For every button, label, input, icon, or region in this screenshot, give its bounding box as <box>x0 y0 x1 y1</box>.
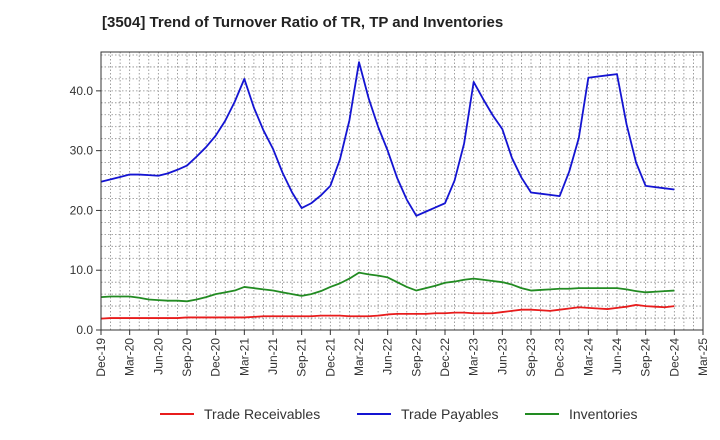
x-axis-ticks: Dec-19 Mar-20 Jun-20 Sep-20 Dec-20 Mar-21 Jun-… <box>94 330 710 377</box>
x-tick-label: Dec-19 <box>94 338 108 377</box>
x-tick-label: Sep-20 <box>180 338 194 377</box>
x-tick-label: Mar-25 <box>696 338 710 376</box>
x-tick-label: Dec-21 <box>323 338 337 377</box>
x-tick-label: Dec-23 <box>553 338 567 377</box>
y-tick-label: 10.0 <box>70 263 94 277</box>
chart-title: [3504] Trend of Turnover Ratio of TR, TP… <box>102 14 504 31</box>
series-lines <box>100 61 675 320</box>
x-tick-label: Sep-21 <box>295 338 309 377</box>
x-tick-label: Mar-23 <box>467 338 481 376</box>
series-line-0 <box>100 303 675 320</box>
y-tick-label: 30.0 <box>70 144 94 158</box>
series-line-1 <box>100 61 675 217</box>
x-tick-label: Mar-24 <box>581 338 595 376</box>
y-tick-label: 40.0 <box>70 84 94 98</box>
legend: Trade Receivables Trade Payables Inventori… <box>160 406 637 422</box>
legend-label-1: Trade Payables <box>401 406 499 422</box>
x-tick-label: Jun-23 <box>495 338 509 375</box>
x-tick-label: Sep-22 <box>409 338 423 377</box>
y-tick-label: 20.0 <box>70 203 94 217</box>
x-tick-label: Mar-22 <box>352 338 366 376</box>
x-tick-label: Dec-20 <box>209 338 223 377</box>
x-tick-label: Dec-22 <box>438 338 452 377</box>
x-tick-label: Jun-20 <box>151 338 165 375</box>
x-tick-label: Jun-21 <box>266 338 280 375</box>
x-tick-label: Jun-22 <box>381 338 395 375</box>
y-tick-label: 0.0 <box>76 323 93 337</box>
plot-frame <box>100 51 704 331</box>
y-axis-ticks: 0.0 10.0 20.0 30.0 40.0 <box>70 84 101 337</box>
x-tick-label: Sep-24 <box>639 338 653 377</box>
x-tick-label: Dec-24 <box>667 338 681 377</box>
grid <box>101 52 703 330</box>
series-line-2 <box>100 271 675 303</box>
x-tick-label: Sep-23 <box>524 338 538 377</box>
x-tick-label: Jun-24 <box>610 338 624 375</box>
x-tick-label: Mar-20 <box>123 338 137 376</box>
x-tick-label: Mar-21 <box>237 338 251 376</box>
legend-label-0: Trade Receivables <box>204 406 320 422</box>
legend-label-2: Inventories <box>569 406 637 422</box>
